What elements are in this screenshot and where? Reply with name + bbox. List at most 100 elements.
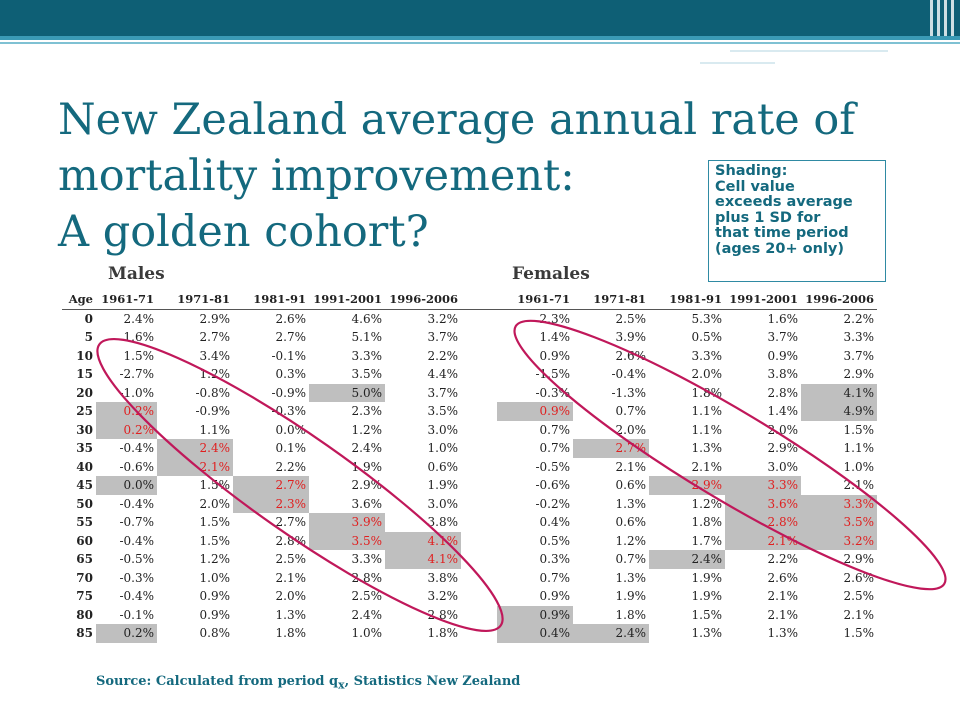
male-rate-cell: 0.8% [199,626,231,641]
female-rate-cell: 2.9% [843,552,875,567]
male-rate-cell: 2.9% [351,478,383,493]
male-rate-cell: 0.6% [427,459,459,474]
female-rate-cell: 0.9% [539,589,571,604]
column-header: 1991-2001 [309,290,385,310]
male-rate-cell: 2.3% [351,404,383,419]
female-rate-cell: 1.8% [691,515,723,530]
male-rate-cell: 2.7% [275,515,307,530]
legend-line: (ages 20+ only) [715,240,845,257]
female-rate-cell: 2.2% [767,552,799,567]
legend-line: plus 1 SD for [715,209,821,226]
female-rate-cell: -0.4% [611,367,646,382]
female-rate-cell: 3.5% [801,513,877,532]
male-rate-cell: 1.0% [199,570,231,585]
male-rate-cell: 2.9% [199,311,231,326]
male-rate-cell: -0.3% [119,570,154,585]
male-rate-cell: -0.4% [119,589,154,604]
female-cohort-ellipse [513,319,947,591]
male-rate-cell: 3.3% [351,552,383,567]
male-rate-cell: 1.9% [427,478,459,493]
female-rate-cell: 3.3% [725,476,801,495]
male-rate-cell: 2.2% [275,459,307,474]
table-row: 0 2.4% 2.9% 2.6% 4.6% 3.2% 2.3% 2.5% 5.3% 1.6% 2.2… [62,309,877,328]
table-row: 5 1.6% 2.7% 2.7% 5.1% 3.7% 1.4% 3.9% 0.5% 3.7% 3.3… [62,328,877,347]
female-rate-cell: 0.7% [615,552,647,567]
age-cell: 15 [76,367,93,382]
age-cell: 25 [76,404,93,419]
male-rate-cell: -1.0% [119,385,154,400]
male-rate-cell: 4.6% [351,311,383,326]
male-rate-cell: -2.7% [119,367,154,382]
female-rate-cell: 1.7% [691,533,723,548]
banner-stripe [951,0,954,36]
male-rate-cell: -0.1% [271,348,306,363]
age-cell: 30 [76,422,93,437]
male-rate-cell: 2.8% [351,570,383,585]
female-rate-cell: -1.3% [611,385,646,400]
male-cohort-ellipse [96,337,504,633]
title-line: mortality improvement: [58,151,575,201]
female-rate-cell: 0.7% [615,404,647,419]
table-row: 20 -1.0% -0.8% -0.9% 5.0% 3.7% -0.3% -1.3% 1.8% 2… [62,383,877,402]
male-rate-cell: 3.5% [351,367,383,382]
female-rate-cell: 1.3% [691,441,723,456]
male-rate-cell: 3.2% [427,589,459,604]
column-header: 1991-2001 [725,290,801,310]
male-rate-cell: -0.4% [119,496,154,511]
female-rate-cell: 1.5% [843,626,875,641]
female-rate-cell: 1.1% [691,422,723,437]
male-rate-cell: 3.7% [427,385,459,400]
male-rate-cell: 2.7% [199,330,231,345]
female-rate-cell: 0.5% [539,533,571,548]
female-rate-cell: 2.6% [843,570,875,585]
legend-line: Shading: [715,163,788,179]
female-rate-cell: 3.2% [801,531,877,550]
female-rate-cell: 0.9% [497,605,573,624]
male-rate-cell: 2.4% [351,441,383,456]
female-rate-cell: 0.6% [615,515,647,530]
female-rate-cell: 0.3% [539,552,571,567]
female-rate-cell: 1.0% [843,459,875,474]
title-line: New Zealand average annual rate of [58,95,856,145]
female-rate-cell: 1.5% [843,422,875,437]
female-rate-cell: 2.4% [573,624,649,643]
female-rate-cell: 2.1% [725,531,801,550]
male-rate-cell: 1.8% [427,626,459,641]
female-rate-cell: 2.1% [767,607,799,622]
female-rate-cell: 3.6% [725,494,801,513]
female-rate-cell: 1.4% [767,404,799,419]
female-rate-cell: 1.2% [615,533,647,548]
female-rate-cell: 2.8% [767,385,799,400]
column-header: 1971-81 [573,290,649,310]
decorative-line [730,50,888,52]
table-row: 10 1.5% 3.4% -0.1% 3.3% 2.2% 0.9% 2.6% 3.3% 0.9% 3… [62,347,877,366]
male-rate-cell: 1.2% [199,552,231,567]
female-rate-cell: 1.8% [615,607,647,622]
female-rate-cell: 0.5% [691,330,723,345]
male-rate-cell: 1.9% [351,459,383,474]
male-rate-cell: -0.9% [271,385,306,400]
female-rate-cell: 3.3% [691,348,723,363]
male-rate-cell: 0.9% [199,589,231,604]
banner-accent-line [0,42,960,44]
age-cell: 70 [76,570,93,585]
male-rate-cell: 1.2% [351,422,383,437]
female-rate-cell: 2.9% [843,367,875,382]
female-rate-cell: 1.1% [843,441,875,456]
slide-title: New Zealand average annual rate of morta… [58,92,878,260]
male-rate-cell: 0.1% [275,441,307,456]
table-row: 40 -0.6% 2.1% 2.2% 1.9% 0.6% -0.5% 2.1% 2.1% 3.0%… [62,457,877,476]
top-banner [0,0,960,36]
female-rate-cell: 2.1% [615,459,647,474]
male-rate-cell: 3.8% [427,570,459,585]
female-rate-cell: 1.1% [691,404,723,419]
source-tail: , Statistics New Zealand [344,674,521,689]
female-rate-cell: 2.9% [649,476,725,495]
female-rate-cell: 1.9% [691,570,723,585]
column-header: 1981-91 [233,290,309,310]
table-row: 15 -2.7% 1.2% 0.3% 3.5% 4.4% -1.5% -0.4% 2.0% 3.8… [62,365,877,384]
male-rate-cell: 3.0% [427,422,459,437]
column-header: 1961-71 [497,290,573,310]
male-rate-cell: 3.3% [351,348,383,363]
male-rate-cell: -0.7% [119,515,154,530]
